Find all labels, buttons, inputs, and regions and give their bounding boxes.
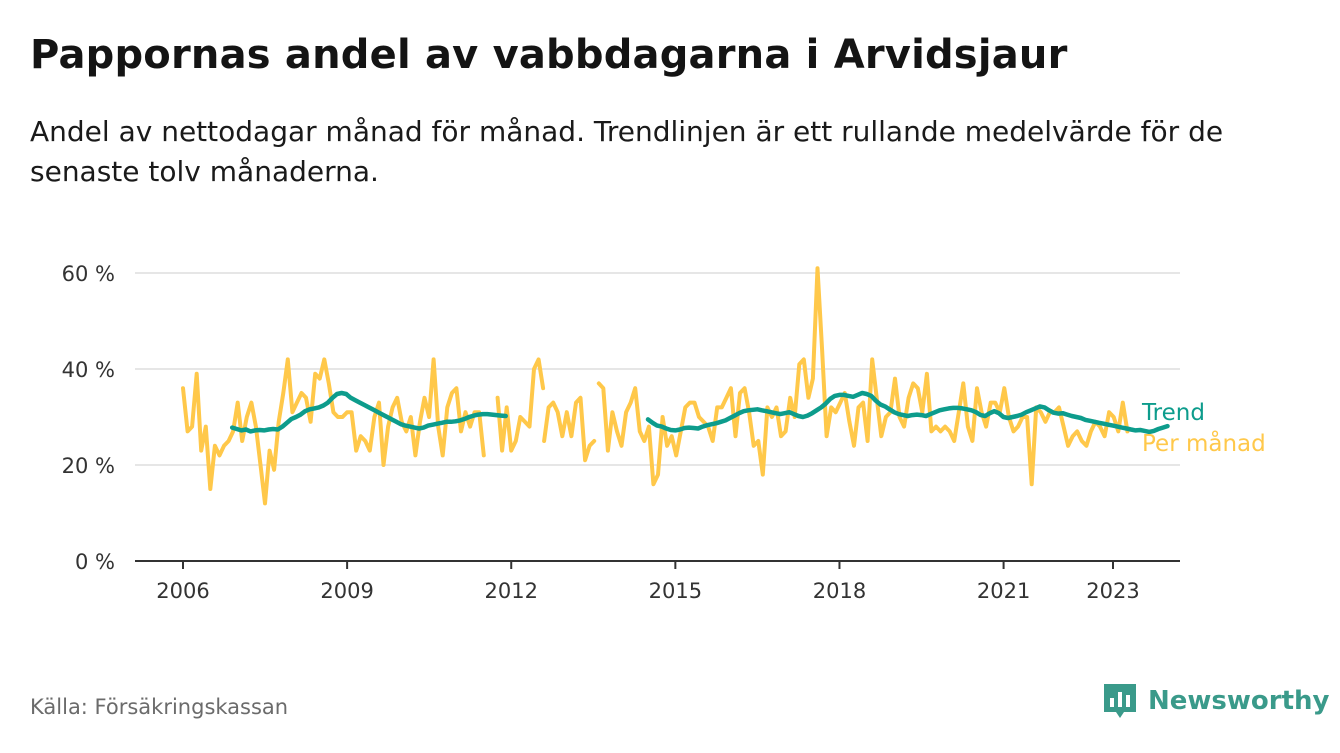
monthly-series-line — [181, 357, 486, 506]
brand-name: Newsworthy — [1148, 686, 1330, 716]
y-tick-label: 60 % — [62, 262, 115, 286]
y-tick-label: 40 % — [62, 358, 115, 382]
chart-title: Pappornas andel av vabbdagarna i Arvidsj… — [30, 32, 1068, 78]
trend-series-line — [645, 390, 1170, 435]
x-axis: 2006 2009 2012 2015 2018 2021 2023 — [135, 560, 1180, 603]
chart-subtitle: Andel av nettodagar månad för månad. Tre… — [30, 115, 1224, 188]
legend-label-trend: Trend — [1141, 400, 1205, 426]
x-tick-label: 2023 — [1086, 579, 1139, 603]
x-tick-label: 2009 — [320, 579, 373, 603]
monthly-series-line — [596, 266, 1130, 487]
newsworthy-logo-icon — [1104, 684, 1136, 718]
y-tick-label: 0 % — [75, 550, 115, 574]
x-tick-label: 2012 — [485, 579, 538, 603]
x-tick-label: 2006 — [156, 579, 209, 603]
grid-lines — [135, 272, 1180, 466]
x-tick-label: 2021 — [977, 579, 1030, 603]
brand-logo[interactable]: Newsworthy — [1102, 682, 1329, 720]
y-axis-ticks: 0 % 20 % 40 % 60 % — [62, 262, 115, 574]
x-tick-label: 2015 — [649, 579, 702, 603]
x-tick-label: 2018 — [813, 579, 866, 603]
legend: Trend Per månad — [1141, 400, 1266, 457]
monthly-series-line — [495, 357, 546, 453]
legend-label-monthly: Per månad — [1142, 429, 1266, 457]
series-lines — [181, 266, 1170, 506]
y-tick-label: 20 % — [62, 454, 115, 478]
monthly-series-line — [542, 395, 597, 463]
source-note: Källa: Försäkringskassan — [30, 695, 289, 719]
trend-series-line — [229, 390, 508, 434]
